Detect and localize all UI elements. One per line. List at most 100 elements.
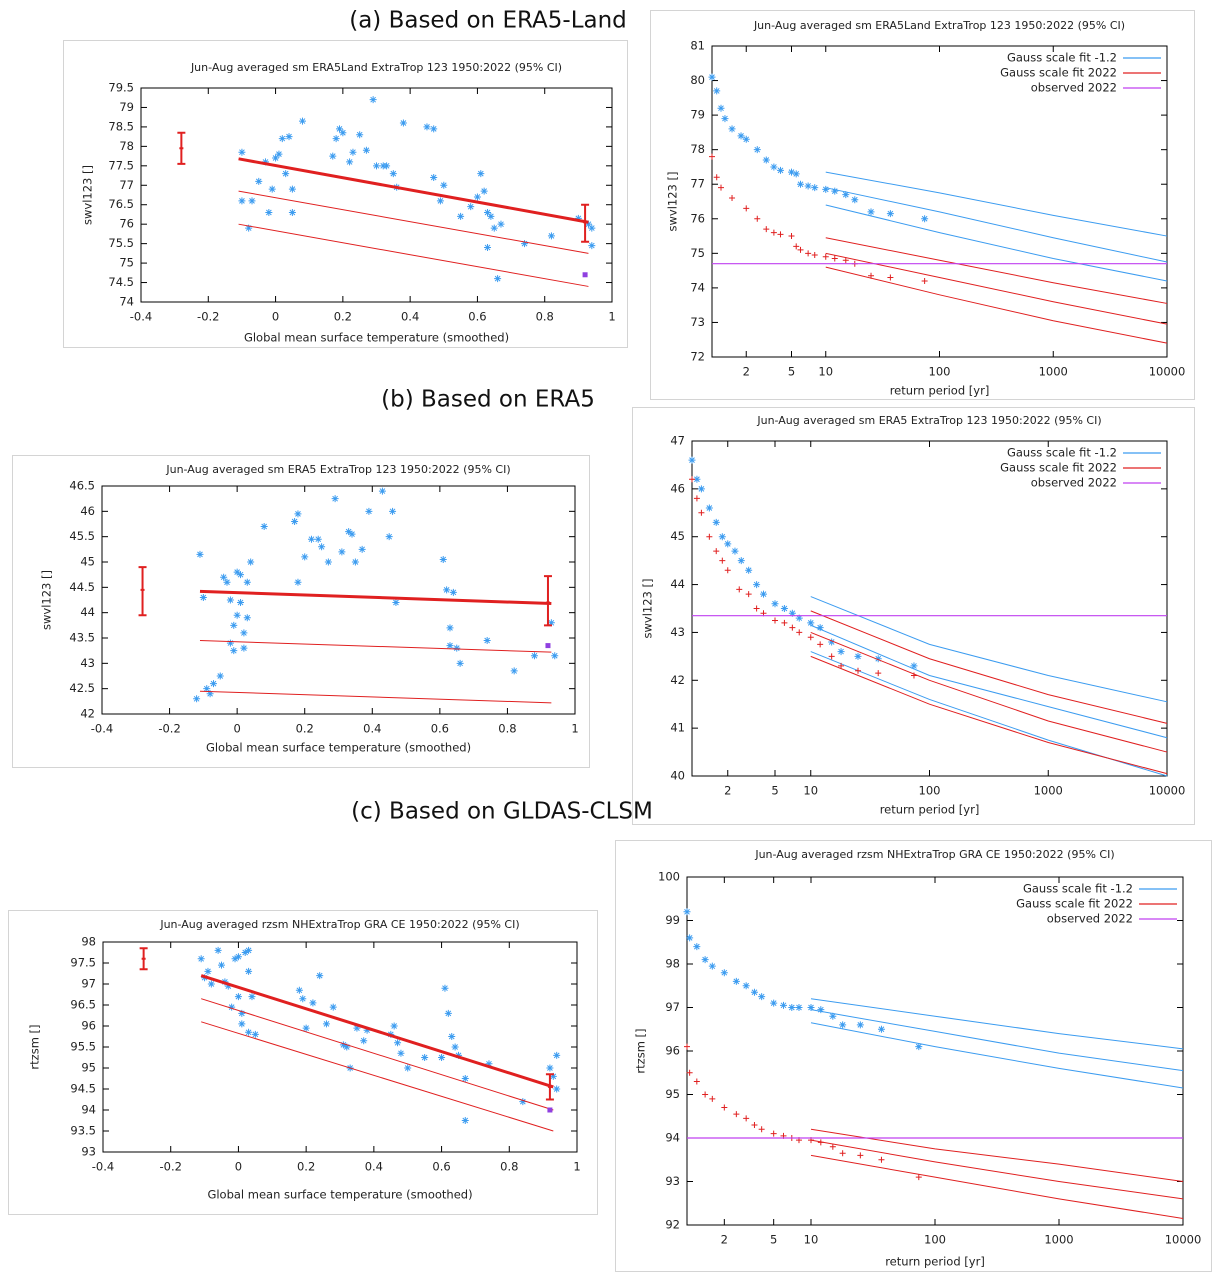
fit-line bbox=[825, 237, 1168, 304]
legend-label: observed 2022 bbox=[1031, 81, 1117, 95]
y-axis-label: rtzsm [] bbox=[634, 1028, 648, 1073]
y-tick-label: 99 bbox=[665, 913, 680, 927]
data-point bbox=[248, 993, 256, 1001]
x-tick-label: 0.2 bbox=[334, 310, 352, 324]
data-point bbox=[867, 208, 875, 216]
data-point bbox=[390, 1022, 398, 1030]
data-point bbox=[712, 518, 720, 526]
data-point bbox=[822, 185, 830, 193]
data-point bbox=[842, 191, 850, 199]
error-bar bbox=[138, 566, 147, 617]
data-point bbox=[494, 275, 502, 283]
data-point bbox=[480, 187, 488, 195]
data-point bbox=[397, 1049, 405, 1057]
fit-line bbox=[825, 204, 1168, 282]
x-tick-label: 0 bbox=[272, 310, 279, 324]
x-tick-label: 2 bbox=[743, 365, 750, 379]
y-tick-label: 95 bbox=[665, 1087, 680, 1101]
y-tick-label: 43 bbox=[80, 656, 95, 670]
data-point bbox=[797, 180, 805, 188]
x-tick-label: 0.2 bbox=[297, 1160, 315, 1174]
x-tick-label: 1000 bbox=[1034, 784, 1063, 798]
data-point bbox=[245, 967, 253, 975]
data-point bbox=[745, 591, 752, 598]
x-tick-label: -0.4 bbox=[91, 722, 113, 736]
data-point bbox=[216, 672, 224, 680]
fit-lower bbox=[238, 223, 589, 287]
data-point bbox=[373, 162, 380, 170]
panel-frame bbox=[615, 840, 1212, 1272]
x-tick-label: 0.8 bbox=[536, 310, 554, 324]
data-point bbox=[709, 1095, 716, 1102]
data-point bbox=[446, 642, 454, 650]
data-point bbox=[363, 1026, 371, 1034]
data-point bbox=[203, 685, 211, 693]
data-point bbox=[238, 1009, 246, 1017]
data-point bbox=[693, 1078, 700, 1085]
data-point bbox=[441, 984, 449, 992]
data-point bbox=[220, 573, 228, 581]
data-point bbox=[831, 187, 839, 195]
data-point bbox=[855, 667, 862, 674]
data-point bbox=[688, 456, 696, 464]
data-point bbox=[423, 123, 431, 131]
error-bar bbox=[177, 131, 186, 165]
data-point bbox=[261, 158, 269, 166]
x-tick-label: -0.4 bbox=[130, 310, 152, 324]
legend-label: observed 2022 bbox=[1031, 476, 1117, 490]
data-point bbox=[360, 1037, 368, 1045]
data-point bbox=[241, 949, 249, 956]
data-point bbox=[718, 533, 726, 541]
data-point bbox=[837, 648, 845, 656]
data-point bbox=[378, 487, 386, 495]
data-point bbox=[385, 533, 393, 541]
panel-frame bbox=[12, 455, 590, 768]
x-tick-label: 0.4 bbox=[401, 310, 419, 324]
fit-lower bbox=[201, 1021, 554, 1132]
data-point bbox=[770, 229, 777, 236]
data-point bbox=[779, 1001, 787, 1009]
data-point bbox=[483, 637, 491, 645]
data-point bbox=[713, 87, 721, 95]
data-point bbox=[770, 1130, 777, 1137]
x-tick-label: 10000 bbox=[1149, 784, 1186, 798]
data-point bbox=[484, 209, 492, 217]
data-point bbox=[349, 148, 357, 156]
data-point bbox=[238, 1020, 246, 1028]
data-point bbox=[404, 1064, 412, 1072]
x-axis-label: Global mean surface temperature (smoothe… bbox=[207, 1188, 472, 1202]
data-point bbox=[243, 578, 251, 586]
data-point bbox=[301, 553, 309, 561]
data-point bbox=[839, 1150, 846, 1157]
fit-line bbox=[810, 998, 1184, 1050]
fit-line bbox=[825, 252, 1168, 325]
data-point bbox=[240, 629, 248, 637]
x-tick-label: 5 bbox=[788, 365, 795, 379]
chart-title: Jun-Aug averaged sm ERA5Land ExtraTrop 1… bbox=[753, 19, 1125, 32]
data-point bbox=[839, 1021, 847, 1029]
data-point bbox=[497, 220, 505, 228]
data-point bbox=[910, 662, 918, 670]
data-point bbox=[750, 988, 758, 996]
data-point bbox=[713, 548, 720, 555]
fit-lower bbox=[199, 690, 552, 704]
data-point bbox=[288, 185, 296, 193]
x-tick-label: 0 bbox=[233, 722, 240, 736]
fit-line bbox=[238, 157, 589, 224]
data-point bbox=[777, 231, 784, 238]
y-tick-label: 44.5 bbox=[69, 580, 95, 594]
chart-title: Jun-Aug averaged sm ERA5 ExtraTrop 123 1… bbox=[756, 414, 1101, 427]
data-point bbox=[763, 226, 770, 233]
data-point bbox=[224, 982, 232, 990]
fit-upper bbox=[201, 998, 554, 1111]
fit-upper bbox=[238, 190, 589, 254]
x-tick-label: 1000 bbox=[1039, 365, 1068, 379]
x-axis-label: return period [yr] bbox=[880, 803, 980, 817]
x-tick-label: 10000 bbox=[1165, 1233, 1202, 1247]
data-point bbox=[233, 568, 241, 576]
error-bar bbox=[139, 947, 148, 971]
fit-line bbox=[810, 610, 1168, 724]
data-point bbox=[294, 578, 302, 586]
data-point bbox=[851, 196, 859, 204]
